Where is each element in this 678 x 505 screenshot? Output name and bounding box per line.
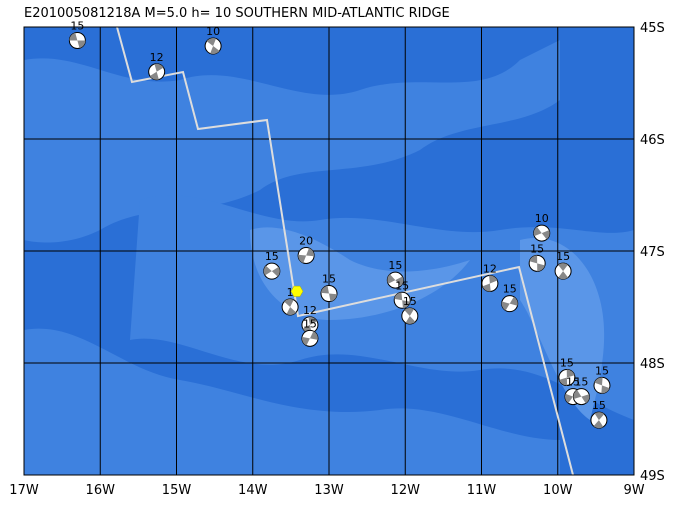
- compressional-quadrant: [321, 285, 337, 302]
- y-tick-label: 48S: [640, 357, 665, 372]
- x-tick-label: 14W: [238, 483, 268, 498]
- compressional-quadrant: [594, 377, 610, 394]
- x-tick-label: 12W: [391, 483, 421, 498]
- x-tick-label: 13W: [314, 483, 344, 498]
- depth-label: 12: [303, 304, 317, 317]
- compressional-quadrant: [501, 296, 518, 311]
- events: 15 10122015151121515151512151015151515151…: [68, 19, 611, 429]
- y-tick-label: 47S: [640, 245, 665, 260]
- compressional-quadrant: [263, 265, 280, 277]
- depth-label: 15: [556, 250, 570, 263]
- depth-label: 15: [566, 376, 580, 389]
- depth-label: 15: [303, 317, 317, 330]
- compressional-quadrant: [533, 226, 550, 240]
- x-tick-label: 11W: [467, 483, 497, 498]
- compressional-quadrant: [298, 248, 315, 263]
- compressional-quadrant: [284, 299, 297, 315]
- compressional-quadrant: [394, 292, 411, 309]
- y-tick-label: 49S: [640, 469, 665, 484]
- compressional-quadrant: [482, 275, 498, 292]
- depth-label: 15: [595, 364, 609, 377]
- map-title: E201005081218A M=5.0 h= 10 SOUTHERN MID-…: [24, 6, 450, 21]
- depth-label: 15: [592, 399, 606, 412]
- depth-label: 15: [70, 19, 84, 32]
- x-tick-label: 9W: [623, 483, 644, 498]
- depth-label: 12: [483, 262, 497, 275]
- compressional-quadrant: [404, 307, 416, 324]
- compressional-quadrant: [558, 263, 569, 280]
- x-tick-label: 15W: [162, 483, 192, 498]
- compressional-quadrant: [559, 369, 575, 386]
- depth-label: 15: [403, 295, 417, 308]
- compressional-quadrant: [149, 63, 164, 80]
- compressional-quadrant: [593, 412, 605, 429]
- y-tick-label: 46S: [640, 133, 665, 148]
- compressional-quadrant: [69, 32, 86, 49]
- depth-label: 15: [388, 259, 402, 272]
- x-tick-label: 10W: [543, 483, 573, 498]
- depth-label: 1: [287, 286, 294, 299]
- y-tick-label: 45S: [640, 21, 665, 36]
- depth-label: 12: [150, 51, 164, 64]
- compressional-quadrant: [573, 389, 590, 404]
- focal-mechanism: [401, 307, 419, 325]
- compressional-quadrant: [206, 38, 220, 55]
- map-frame: [23, 26, 635, 476]
- depth-label: 10: [535, 212, 549, 225]
- compressional-quadrant: [302, 316, 318, 333]
- depth-label: 10: [206, 25, 220, 38]
- depth-label: 20: [299, 234, 313, 247]
- depth-label: 15: [395, 279, 409, 292]
- compressional-quadrant: [387, 274, 404, 287]
- depth-label: 15: [322, 273, 336, 286]
- epicenter: [290, 285, 304, 297]
- compressional-quadrant: [529, 255, 545, 272]
- x-tick-label: 17W: [9, 483, 39, 498]
- plate-boundary: [116, 26, 574, 476]
- x-tick-label: 16W: [86, 483, 116, 498]
- depth-label: 15: [530, 242, 544, 255]
- depth-label: 15: [574, 376, 588, 389]
- compressional-quadrant: [301, 331, 318, 346]
- depth-label: 15: [265, 250, 279, 263]
- depth-label: 15: [503, 283, 517, 296]
- depth-label: 15: [560, 357, 574, 370]
